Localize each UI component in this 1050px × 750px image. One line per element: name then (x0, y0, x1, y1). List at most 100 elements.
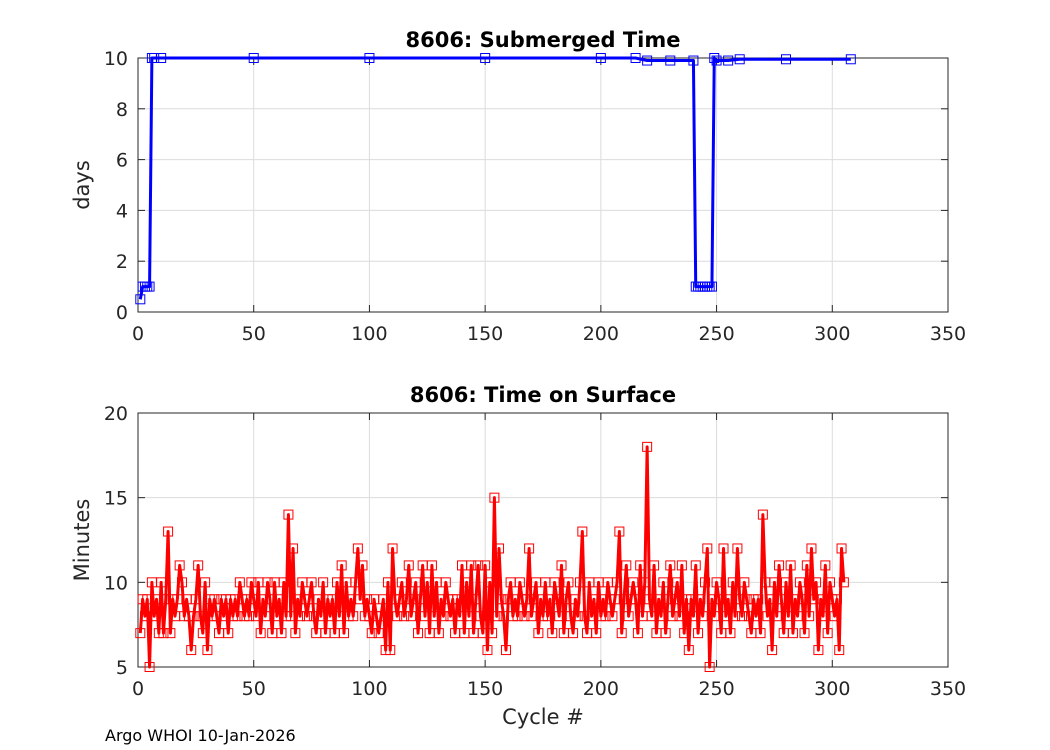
bottom-ylabel: Minutes (70, 499, 94, 582)
bottom-data-point (614, 526, 625, 537)
bottom-data-point (176, 577, 187, 588)
bottom-data-point (376, 611, 386, 622)
top-data-point (734, 54, 745, 65)
bottom-data-point (415, 594, 426, 605)
top-series-line (138, 56, 851, 300)
bottom-data-point (463, 611, 474, 622)
top-xtick-label: 50 (242, 323, 266, 345)
bottom-data-point (278, 577, 289, 588)
bottom-data-point (209, 594, 220, 605)
bottom-data-point (695, 594, 706, 605)
bottom-data-point (702, 543, 713, 554)
bottom-data-point (774, 560, 785, 571)
bottom-data-point (510, 594, 521, 605)
bottom-data-point (484, 577, 495, 588)
bottom-data-point (598, 594, 609, 605)
bottom-data-point (366, 628, 377, 639)
bottom-data-point (577, 526, 588, 537)
bottom-data-point (274, 594, 285, 605)
bottom-data-point (639, 577, 650, 588)
bottom-data-point (725, 628, 736, 639)
bottom-data-point (357, 560, 368, 571)
bottom-data-point (794, 577, 805, 588)
bottom-data-point (433, 628, 444, 639)
bottom-data-point (808, 594, 819, 605)
top-data-point (595, 53, 606, 63)
bottom-data-point (811, 577, 822, 588)
bottom-data-point (556, 560, 567, 571)
top-xtick-label: 300 (814, 323, 850, 345)
submerged-time-plot: 0 50 100 150 200 250 300 350 0 2 4 6 8 10 8606: Submer… (70, 28, 966, 345)
bottom-data-point (436, 594, 447, 605)
bottom-data-point (818, 611, 829, 622)
bottom-data-point (741, 594, 752, 605)
bottom-data-point (676, 560, 687, 571)
bottom-data-point (607, 611, 618, 622)
bottom-data-point (514, 577, 525, 588)
top-data-point (248, 53, 259, 63)
bottom-data-point (426, 560, 437, 571)
bottom-data-point (318, 577, 329, 588)
bottom-xtick-label: 350 (930, 678, 966, 700)
bottom-data-point (188, 611, 199, 622)
bottom-data-point (669, 594, 680, 605)
top-xtick-label: 200 (583, 323, 619, 345)
bottom-data-point (771, 611, 782, 622)
bottom-data-point (632, 628, 643, 639)
bottom-chart-title: 8606: Time on Surface (410, 383, 676, 407)
top-data-point (480, 53, 491, 63)
bottom-data-point (408, 594, 419, 605)
bottom-data-point (195, 611, 206, 622)
bottom-data-point (362, 594, 373, 605)
bottom-data-point (156, 577, 167, 588)
bottom-data-point (288, 543, 299, 554)
bottom-data-point (491, 611, 502, 622)
bottom-data-point (526, 611, 537, 622)
top-data-point (706, 281, 717, 292)
top-ytick-label: 6 (116, 150, 128, 172)
top-data-point (630, 53, 641, 63)
bottom-data-point (829, 611, 840, 622)
surface-time-plot: 0 50 100 150 200 250 300 350 5 10 15 20 8606: Time o… (70, 383, 966, 729)
bottom-data-point (413, 628, 424, 639)
bottom-data-point (234, 577, 245, 588)
top-ytick-label: 10 (104, 48, 128, 70)
bottom-data-point (489, 492, 500, 503)
bottom-data-point (679, 628, 690, 639)
bottom-data-point (348, 611, 359, 622)
bottom-data-point (836, 543, 847, 554)
bottom-data-point (244, 611, 255, 622)
bottom-data-point (813, 645, 824, 656)
bottom-xtick-label: 50 (242, 678, 266, 700)
bottom-data-point (656, 611, 667, 622)
bottom-data-point (806, 543, 817, 554)
bottom-xtick-label: 250 (698, 678, 734, 700)
bottom-data-point (753, 594, 764, 605)
bottom-data-point (838, 577, 849, 588)
top-data-point (709, 53, 720, 63)
bottom-data-point (727, 577, 738, 588)
bottom-data-point (403, 560, 414, 571)
bottom-data-point (306, 577, 317, 588)
bottom-data-point (697, 611, 708, 622)
bottom-data-point (776, 594, 787, 605)
bottom-data-point (711, 577, 722, 588)
top-data-point (688, 55, 699, 66)
bottom-data-point (257, 594, 268, 605)
bottom-data-point (820, 560, 831, 571)
bottom-data-point (630, 594, 641, 605)
top-ytick-label: 4 (116, 200, 128, 222)
bottom-data-point (392, 611, 403, 622)
bottom-data-point (473, 560, 484, 571)
bottom-data-point (834, 645, 845, 656)
bottom-data-point (658, 577, 669, 588)
bottom-data-point (406, 611, 417, 622)
bottom-data-point (521, 594, 532, 605)
bottom-data-point (394, 594, 405, 605)
top-data-point (845, 54, 856, 65)
bottom-data-point (387, 543, 398, 554)
bottom-ytick-label: 10 (104, 572, 128, 594)
bottom-data-point (487, 628, 498, 639)
bottom-data-point (202, 645, 213, 656)
